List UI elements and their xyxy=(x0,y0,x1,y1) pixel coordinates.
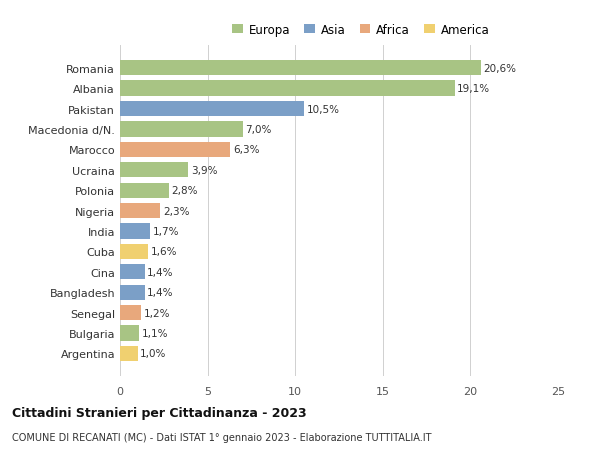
Text: 19,1%: 19,1% xyxy=(457,84,490,94)
Bar xyxy=(120,81,455,96)
Text: 1,4%: 1,4% xyxy=(147,267,173,277)
Bar xyxy=(120,346,137,361)
Text: 7,0%: 7,0% xyxy=(245,125,272,134)
Text: 6,3%: 6,3% xyxy=(233,145,260,155)
Bar xyxy=(120,122,242,137)
Text: 2,8%: 2,8% xyxy=(172,186,198,196)
Bar xyxy=(120,285,145,300)
Bar xyxy=(120,203,160,219)
Text: 20,6%: 20,6% xyxy=(484,63,517,73)
Text: 1,2%: 1,2% xyxy=(143,308,170,318)
Text: 3,9%: 3,9% xyxy=(191,165,217,175)
Bar xyxy=(120,163,188,178)
Text: 1,4%: 1,4% xyxy=(147,288,173,297)
Bar xyxy=(120,183,169,198)
Text: 10,5%: 10,5% xyxy=(307,104,340,114)
Legend: Europa, Asia, Africa, America: Europa, Asia, Africa, America xyxy=(227,19,494,41)
Text: Cittadini Stranieri per Cittadinanza - 2023: Cittadini Stranieri per Cittadinanza - 2… xyxy=(12,406,307,419)
Bar xyxy=(120,61,481,76)
Bar xyxy=(120,305,141,321)
Bar xyxy=(120,326,139,341)
Bar xyxy=(120,224,150,239)
Bar xyxy=(120,244,148,259)
Bar xyxy=(120,101,304,117)
Text: 1,6%: 1,6% xyxy=(151,247,177,257)
Text: 1,7%: 1,7% xyxy=(152,227,179,236)
Text: 2,3%: 2,3% xyxy=(163,206,190,216)
Text: COMUNE DI RECANATI (MC) - Dati ISTAT 1° gennaio 2023 - Elaborazione TUTTITALIA.I: COMUNE DI RECANATI (MC) - Dati ISTAT 1° … xyxy=(12,432,431,442)
Text: 1,0%: 1,0% xyxy=(140,349,167,359)
Bar xyxy=(120,142,230,158)
Bar xyxy=(120,264,145,280)
Text: 1,1%: 1,1% xyxy=(142,328,169,338)
